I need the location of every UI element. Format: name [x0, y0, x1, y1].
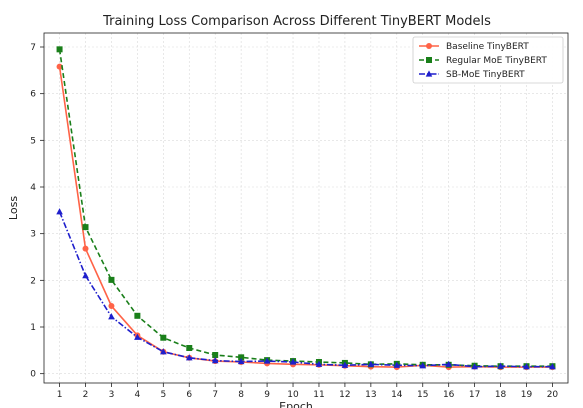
x-tick-label: 20 — [547, 390, 559, 400]
data-point — [108, 276, 115, 283]
data-point — [56, 208, 63, 215]
data-point — [160, 348, 167, 355]
plot-frame — [43, 32, 569, 384]
x-tick-label: 5 — [160, 390, 166, 400]
legend-item: Baseline TinyBERT — [419, 42, 529, 52]
data-point — [471, 363, 478, 370]
x-tick-label: 7 — [212, 390, 218, 400]
legend-marker — [426, 57, 432, 63]
series-line — [58, 49, 553, 368]
x-tick-label: 12 — [339, 390, 350, 400]
x-tick-label: 2 — [83, 390, 89, 400]
data-point — [82, 272, 89, 279]
legend-label: Regular MoE TinyBERT — [446, 56, 547, 66]
data-point — [445, 360, 452, 367]
data-point — [185, 354, 193, 361]
y-tick-label: 5 — [30, 136, 36, 146]
data-point — [108, 303, 115, 309]
data-point — [549, 363, 556, 370]
data-point — [419, 362, 427, 369]
y-tick-label: 6 — [30, 90, 36, 100]
data-point — [341, 361, 349, 368]
series-regular-moe-tinybert — [56, 46, 556, 370]
data-point — [134, 333, 141, 340]
data-point — [393, 361, 401, 368]
data-point — [56, 46, 63, 53]
legend: Baseline TinyBERT Regular MoE TinyBERT SB-… — [412, 36, 564, 84]
x-tick-label: 17 — [469, 390, 480, 400]
series-baseline-tinybert — [56, 63, 556, 371]
x-tick-label: 6 — [186, 390, 192, 400]
data-point — [134, 312, 141, 319]
x-axis: 1 2 3 4 5 6 7 8 9 10 11 12 13 14 15 16 17 18 19 20 — [57, 383, 559, 400]
x-tick-label: 3 — [109, 390, 115, 400]
x-tick-label: 13 — [365, 390, 376, 400]
legend-marker — [426, 43, 432, 49]
data-point — [237, 357, 245, 365]
legend-marker — [425, 70, 433, 77]
series-sb-moe-tinybert — [56, 208, 556, 370]
x-tick-label: 18 — [495, 390, 507, 400]
data-point — [211, 357, 219, 364]
data-point — [160, 334, 167, 341]
x-tick-label: 14 — [391, 390, 403, 400]
data-point — [56, 63, 63, 70]
data-point — [238, 354, 245, 361]
x-tick-label: 19 — [521, 390, 533, 400]
data-point — [82, 224, 89, 231]
x-axis-label: Epoch — [279, 400, 313, 408]
data-point — [82, 245, 89, 252]
data-point — [523, 363, 530, 370]
chart-title: Training Loss Comparison Across Differen… — [102, 14, 491, 29]
data-point — [263, 357, 271, 364]
series-line — [58, 66, 553, 368]
x-tick-label: 4 — [135, 390, 141, 400]
series-line — [58, 211, 553, 368]
x-tick-label: 16 — [443, 390, 455, 400]
grid — [44, 33, 568, 383]
y-axis-label: Loss — [7, 196, 20, 220]
y-tick-label: 0 — [30, 370, 36, 380]
series-layer — [56, 46, 556, 371]
y-tick-label: 7 — [30, 43, 36, 53]
data-point — [212, 352, 219, 358]
x-tick-label: 10 — [287, 390, 299, 400]
y-tick-label: 1 — [30, 323, 36, 333]
x-tick-label: 11 — [313, 390, 324, 400]
x-tick-label: 15 — [417, 390, 428, 400]
y-axis: 0 1 2 3 4 5 6 7 — [30, 43, 44, 380]
y-tick-label: 4 — [30, 183, 36, 193]
y-tick-label: 2 — [30, 276, 36, 286]
legend-box — [412, 36, 564, 84]
x-tick-label: 1 — [57, 390, 63, 400]
legend-label: Baseline TinyBERT — [446, 42, 529, 52]
data-point — [497, 362, 504, 369]
data-point — [289, 358, 297, 365]
data-point — [367, 360, 375, 367]
y-tick-label: 3 — [30, 230, 36, 240]
data-point — [108, 313, 115, 320]
data-point — [186, 345, 193, 351]
legend-item: SB-MoE TinyBERT — [419, 70, 525, 80]
data-point — [315, 360, 323, 367]
legend-label: SB-MoE TinyBERT — [446, 70, 525, 80]
x-tick-label: 8 — [238, 390, 244, 400]
legend-item: Regular MoE TinyBERT — [419, 56, 547, 66]
x-tick-label: 9 — [264, 390, 270, 400]
